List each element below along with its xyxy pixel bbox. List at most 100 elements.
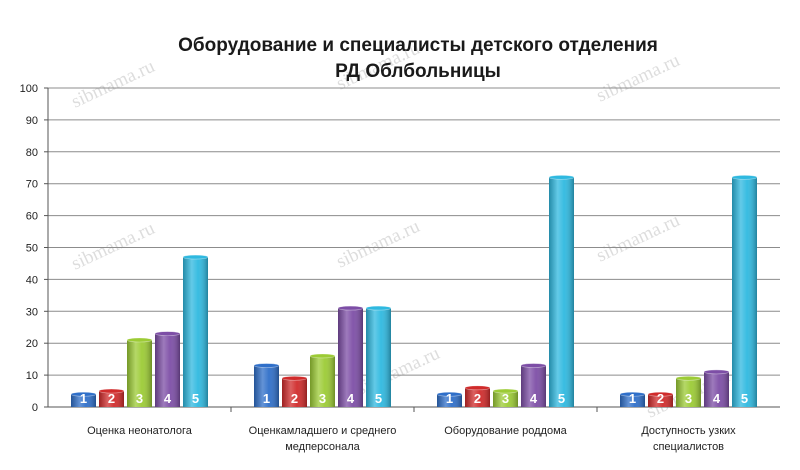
bar: [70, 391, 97, 407]
series-label: 3: [502, 391, 509, 406]
bar-shade: [282, 378, 307, 407]
series-label: 4: [347, 391, 355, 406]
y-tick-label: 90: [26, 115, 38, 127]
bar-top: [520, 363, 547, 368]
series-label: 2: [474, 391, 481, 406]
bar: [703, 369, 730, 407]
series-label: 1: [263, 391, 270, 406]
bars: [70, 175, 758, 407]
bar-shade: [676, 378, 701, 407]
bar: [309, 353, 336, 407]
bar: [520, 363, 547, 407]
watermark-text: sibmama.ru: [593, 50, 683, 107]
series-label: 2: [291, 391, 298, 406]
watermark-text: sibmama.ru: [68, 218, 158, 275]
series-label: 3: [136, 391, 143, 406]
y-tick-label: 30: [26, 306, 38, 318]
bar-shade: [254, 365, 279, 407]
y-tick-label: 70: [26, 179, 38, 191]
series-label: 5: [375, 391, 382, 406]
watermark-text: sibmama.ru: [333, 216, 423, 273]
bar-top: [703, 369, 730, 375]
y-tick-label: 0: [32, 402, 38, 414]
y-tick-label: 80: [26, 147, 38, 159]
bar-shade: [310, 355, 335, 407]
bar: [281, 375, 308, 407]
bar: [182, 254, 209, 407]
bar: [337, 305, 364, 407]
bar-shade: [493, 391, 518, 407]
watermark-text: sibmama.ru: [593, 210, 683, 267]
bar-shade: [99, 391, 124, 407]
y-tick-label: 50: [26, 243, 38, 255]
bar-top: [70, 391, 97, 397]
chart-title: Оборудование и специалисты детского отде…: [178, 35, 658, 82]
bar-top: [154, 331, 181, 336]
bar-shade: [183, 257, 208, 407]
x-category-label: специалистов: [653, 441, 724, 453]
x-category-label: Оценкамладшего и среднего: [249, 425, 397, 437]
labels: 1 2 3 4 5 Оценка неонатолога 1 2 3 4 5 Оценкамладше…: [80, 391, 748, 453]
bar-top: [436, 391, 463, 397]
bar-top: [731, 175, 758, 180]
y-tick-label: 20: [26, 338, 38, 350]
bar-shade: [127, 340, 152, 407]
x-category-label: Оценка неонатолога: [87, 425, 193, 437]
series-label: 5: [558, 391, 565, 406]
series-label: 2: [108, 391, 115, 406]
series-label: 5: [192, 391, 199, 406]
bar-shade: [155, 333, 180, 407]
bar-top: [548, 175, 575, 180]
bar-shade: [437, 394, 462, 407]
bar-top: [619, 391, 646, 397]
bar: [464, 385, 491, 407]
bar-top: [281, 375, 308, 381]
bar-shade: [465, 387, 490, 407]
bar-top: [98, 388, 125, 394]
y-tick-label: 40: [26, 274, 38, 286]
series-label: 2: [657, 391, 664, 406]
series-label: 4: [530, 391, 538, 406]
series-label: 3: [319, 391, 326, 406]
bar-top: [647, 391, 674, 397]
bar-shade: [71, 394, 96, 407]
bar: [365, 305, 392, 407]
bar-shade: [366, 308, 391, 407]
x-category-label: Оборудование роддома: [444, 425, 567, 437]
watermark-text: sibmama.ru: [68, 56, 158, 113]
bar-top: [492, 388, 519, 394]
bar: [126, 337, 153, 407]
bar: [492, 388, 519, 407]
bar: [647, 391, 674, 407]
series-label: 4: [713, 391, 721, 406]
bar-shade: [648, 394, 673, 407]
bar-top: [675, 375, 702, 381]
bar: [731, 175, 758, 407]
bar-top: [182, 254, 209, 260]
bar-shade: [338, 308, 363, 407]
x-category-label: медперсонала: [285, 441, 360, 453]
series-label: 3: [685, 391, 692, 406]
bar-top: [253, 363, 280, 368]
bar-top: [365, 305, 392, 311]
y-tick-label: 10: [26, 370, 38, 382]
bar-shade: [549, 177, 574, 407]
bar: [98, 388, 125, 407]
y-tick-label: 100: [20, 83, 38, 95]
bar: [154, 331, 181, 407]
series-label: 1: [446, 391, 453, 406]
bar-shade: [732, 177, 757, 407]
bar-top: [337, 305, 364, 311]
bar-top: [464, 385, 491, 391]
bar: [548, 175, 575, 407]
bar: [675, 375, 702, 407]
bar-top: [126, 337, 153, 343]
y-tick-label: 60: [26, 211, 38, 223]
bar: [253, 363, 280, 407]
bar-top: [309, 353, 336, 359]
series-label: 5: [741, 391, 748, 406]
bar-shade: [521, 365, 546, 407]
bar-shade: [704, 371, 729, 407]
chart-title-line: РД Облбольницы: [335, 61, 501, 82]
